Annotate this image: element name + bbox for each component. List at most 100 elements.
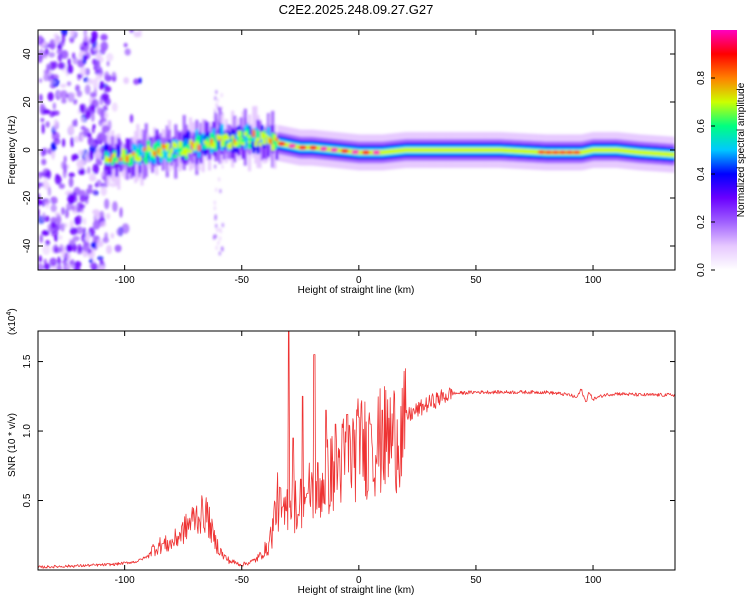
spectrogram-noise-cell (74, 216, 81, 226)
spectrogram-noise-cell (68, 172, 75, 178)
spectrogram-noise-cell (73, 135, 80, 143)
spectrogram-ridge-cell (669, 152, 673, 157)
spectrogram-noise-cell (76, 90, 83, 98)
spectrogram-ridge-cell (155, 141, 159, 156)
spectrogram-ridge-cell (616, 147, 620, 153)
spectrogram-noise-cell (60, 49, 69, 59)
spectrogram-ridge-cell (521, 148, 526, 154)
spectrogram-ridge-cell (167, 140, 172, 160)
spectrogram-ridge-cell (475, 147, 479, 153)
spectrogram-ridge-cell (496, 147, 500, 153)
spectrogram-noise-cell (52, 244, 59, 254)
spectrogram-noise-cell (61, 160, 67, 170)
spectrogram-noise-cell (82, 227, 87, 239)
spectrogram-noise-cell (104, 198, 110, 210)
spectrogram-noise-cell (65, 244, 73, 253)
spectrogram-xtick-label: -50 (235, 275, 250, 286)
spectrogram-ridge-cell (110, 153, 115, 158)
spectrogram-ridge-cell (163, 148, 167, 159)
spectrogram-noise-cell (214, 223, 218, 229)
spectrogram-ridge-cell (125, 138, 129, 165)
spectrogram-ridge-cell (587, 148, 591, 154)
spectrogram-xtick-label: 50 (470, 275, 482, 286)
spectrogram-ridge-cell (610, 147, 614, 153)
spectrogram-noise-cell (100, 186, 107, 196)
spectrogram-ridge-cell (338, 148, 342, 153)
spectrogram-ridge-cell (526, 149, 530, 154)
spectrogram-ridge-cell (159, 143, 163, 152)
spectrogram-noise-cell (67, 193, 75, 204)
spectrogram-noise-cell (47, 91, 54, 102)
spectrogram-ridge-cell (129, 153, 134, 166)
spectrogram-ridge-cell (260, 131, 264, 140)
colorbar-scale (711, 30, 737, 270)
spectrogram-ridge-cell (165, 143, 169, 162)
spectrogram-ridge-cell (182, 147, 186, 155)
spectrogram-ridge-cell (663, 151, 667, 157)
snr-xtick-label: -50 (235, 575, 250, 586)
spectrogram-ytick-label: 0 (22, 147, 33, 153)
spectrogram-ridge-cell (471, 147, 475, 153)
spectrogram-noise-cell (92, 58, 98, 66)
spectrogram-ridge-cell (397, 148, 401, 154)
spectrogram-noise-cell (64, 223, 68, 228)
spectrogram-blob (172, 154, 178, 159)
spectrogram-ridge-cell (648, 150, 652, 156)
spectrogram-ridge-cell (121, 148, 125, 157)
spectrogram-ridge-cell (401, 147, 406, 153)
spectrogram-noise-cell (49, 257, 57, 267)
spectrogram-ridge-cell (604, 147, 608, 153)
spectrogram-ridge-cell (273, 134, 277, 141)
spectrogram-ridge-cell (191, 135, 195, 164)
spectrogram-ridge-cell (317, 145, 321, 151)
spectrogram-ridge-cell (629, 149, 633, 154)
spectrogram-noise-cell (57, 53, 63, 62)
spectrogram-noise-cell (101, 125, 110, 134)
spectrogram-ridge-cell (602, 147, 606, 153)
spectrogram-noise-cell (100, 41, 109, 52)
snr-xtick-label: -100 (115, 575, 135, 586)
spectrogram-ridge-cell (252, 134, 256, 154)
spectrogram-noise-cell (42, 109, 51, 115)
spectrogram-noise-cell (220, 246, 224, 251)
snr-ylabel: SNR (10 * v/v) (7, 413, 18, 477)
spectrogram-ridge-cell (433, 147, 437, 153)
spectrogram-ridge-cell (490, 147, 494, 153)
spectrogram-ridge-cell (104, 156, 108, 162)
snr-background (38, 331, 675, 570)
spectrogram-noise-cell (45, 169, 51, 178)
spectrogram-ridge-cell (486, 147, 490, 153)
spectrogram-noise-cell (67, 64, 74, 75)
spectrogram-ridge-cell (269, 138, 273, 145)
spectrogram-ridge-cell (178, 146, 182, 157)
spectrogram-noise-cell (87, 136, 94, 146)
spectrogram-noise-cell (56, 48, 63, 55)
spectrogram-blob (142, 157, 148, 162)
spectrogram-noise-cell (38, 181, 41, 190)
spectrogram-ridge-cell (266, 127, 271, 144)
spectrogram-noise-cell (213, 206, 217, 211)
spectrogram-noise-cell (68, 176, 74, 188)
spectrogram-ridge-cell (117, 145, 121, 158)
spectrogram-ridge-cell (359, 150, 363, 155)
spectrogram-noise-cell (80, 133, 84, 142)
spectrogram-ridge-cell (136, 148, 140, 162)
snr-xlabel: Height of straight line (km) (298, 585, 415, 596)
spectrogram-blob (217, 135, 223, 140)
snr-ytick-label: 0.5 (22, 493, 33, 507)
spectrogram-ridge-cell (266, 136, 271, 143)
spectrogram-noise-cell (79, 195, 87, 203)
spectrogram-ridge-cell (448, 147, 452, 153)
spectrogram-ridge-cell (163, 144, 167, 150)
spectrogram-noise-cell (219, 188, 222, 194)
spectrogram-noise-cell (44, 215, 50, 223)
spectrogram-peak-cell (572, 150, 581, 154)
spectrogram-noise-cell (91, 140, 96, 148)
spectrogram-noise-cell (92, 124, 96, 129)
spectrogram-noise-cell (111, 71, 117, 83)
spectrogram-peak-cell (298, 145, 307, 150)
spectrogram-noise-cell (92, 220, 101, 230)
spectrogram-noise-cell (123, 77, 130, 84)
spectrogram-ridge-cell (498, 147, 502, 153)
spectrogram-ridge-cell (256, 133, 260, 155)
